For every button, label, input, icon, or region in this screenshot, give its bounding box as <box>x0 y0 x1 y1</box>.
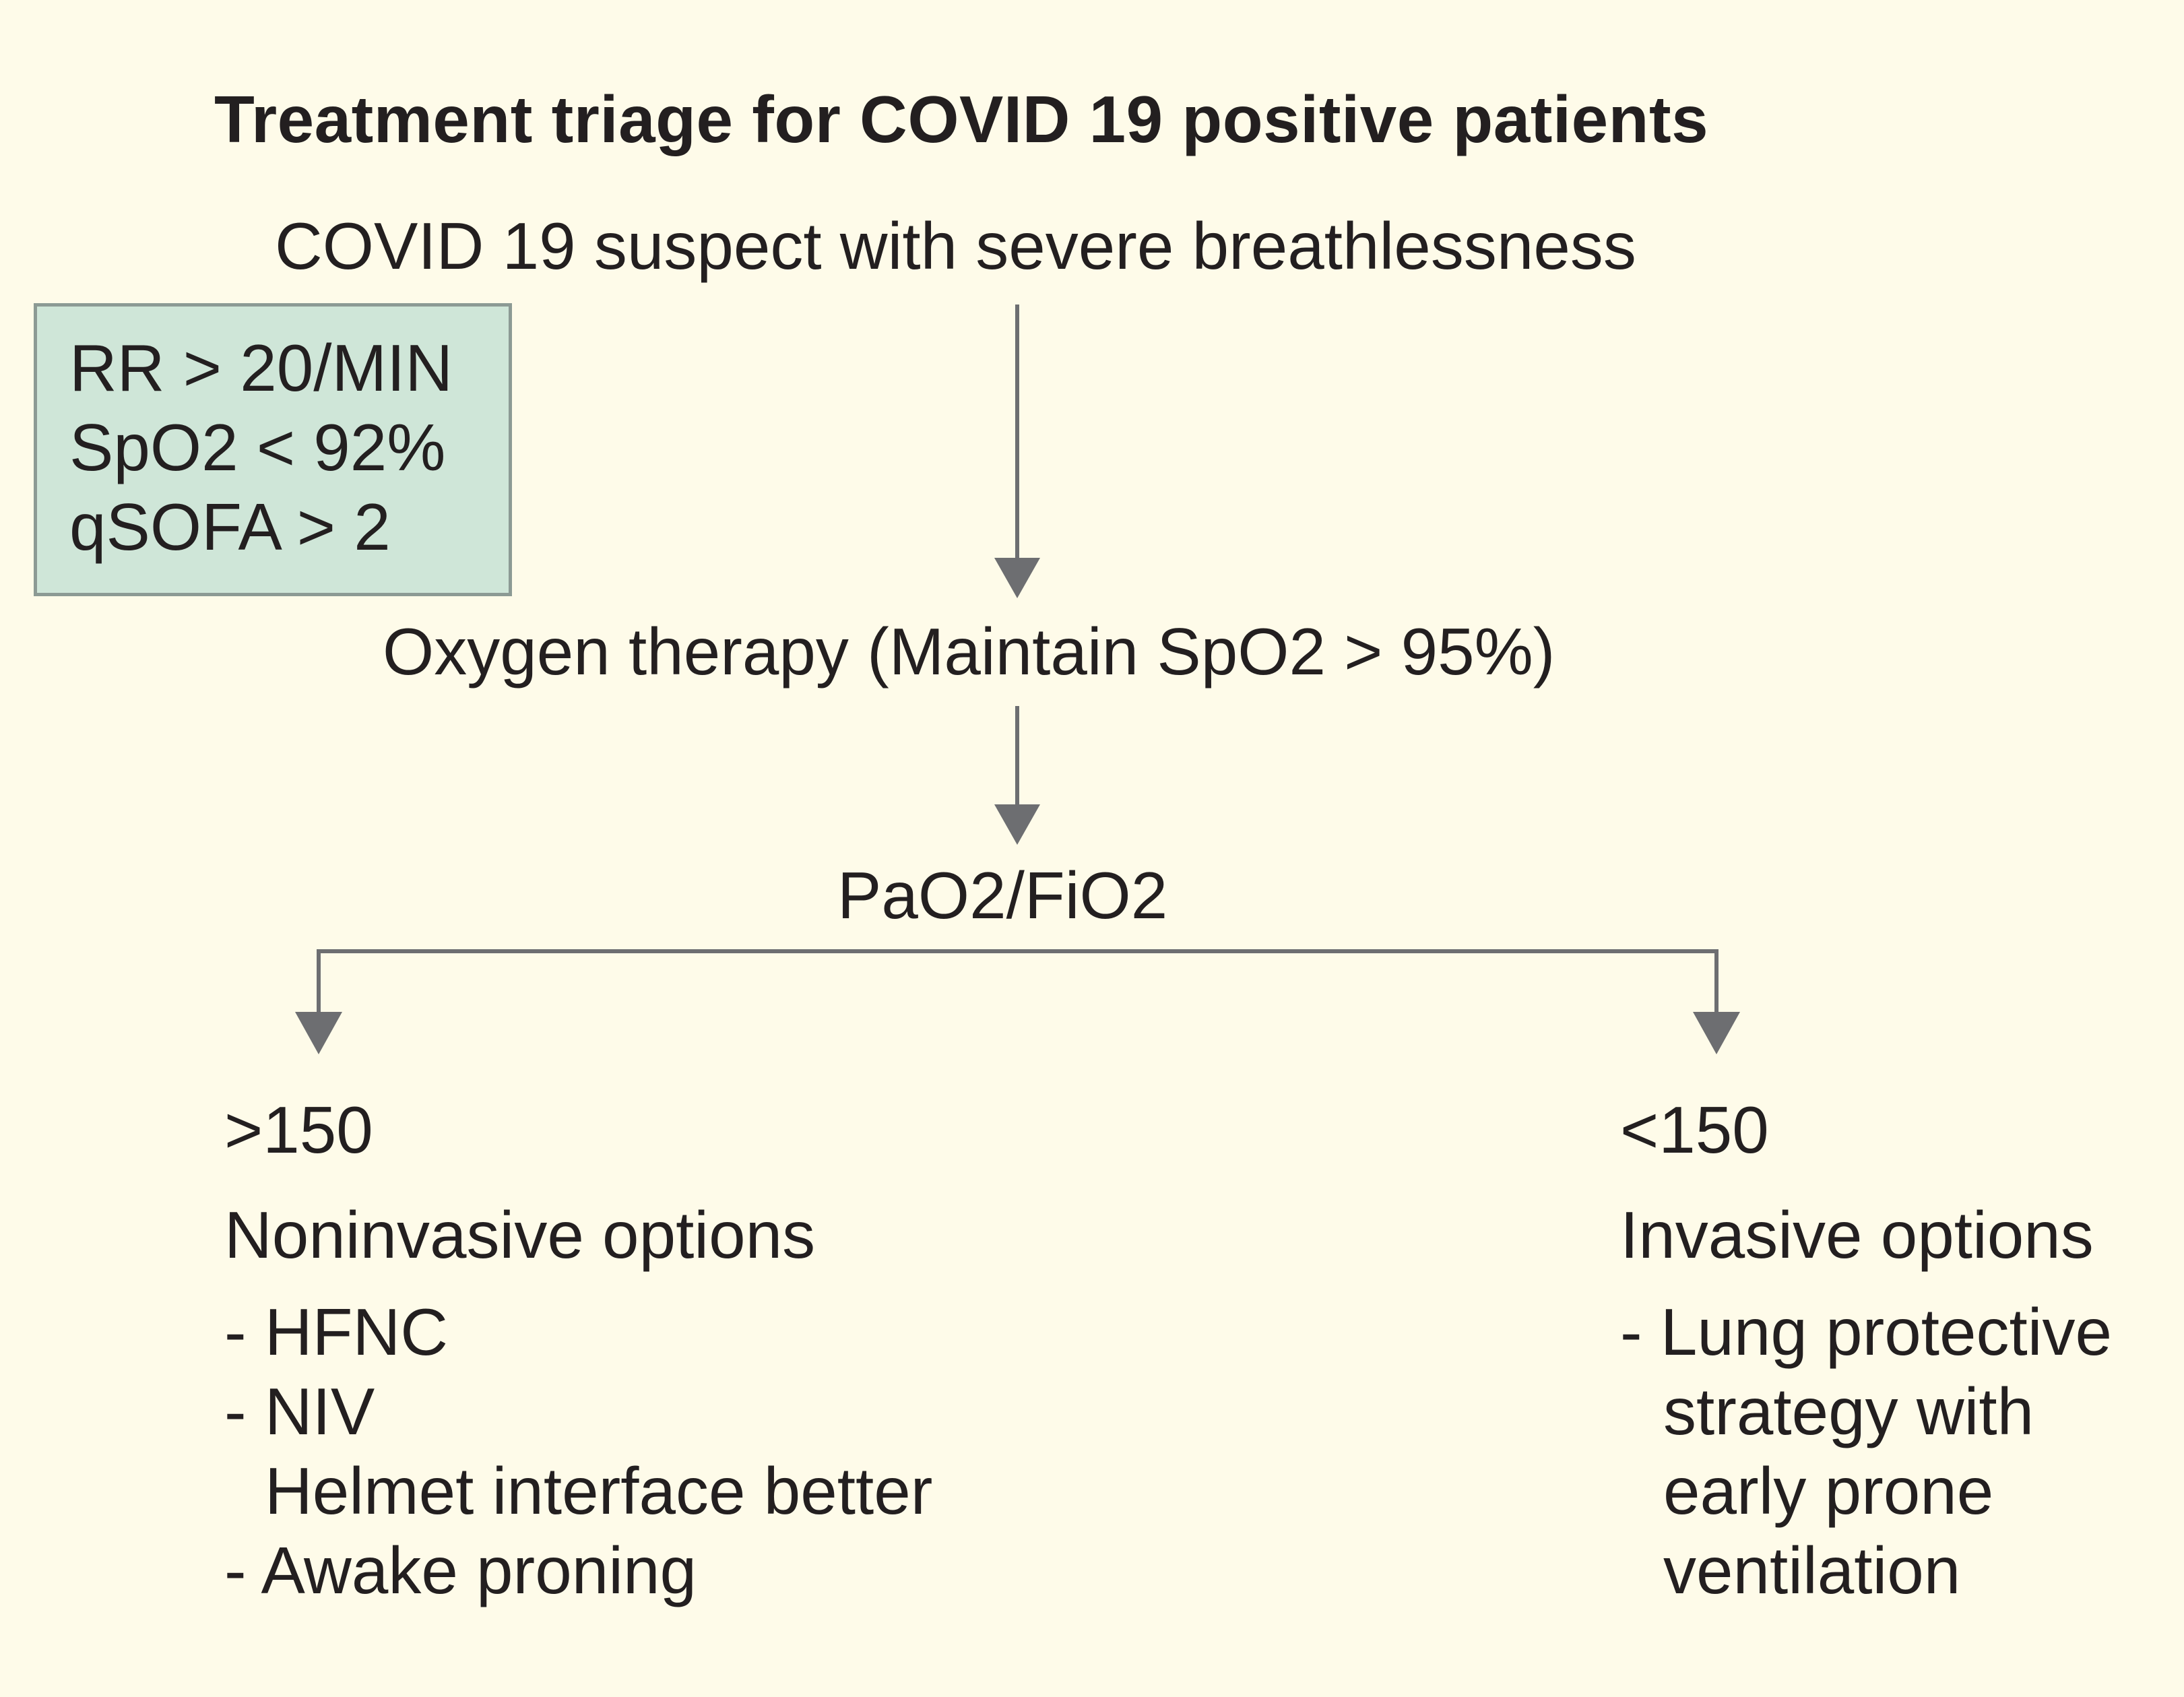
left-option-hfnc: - HFNC <box>224 1295 449 1369</box>
arrowhead-ratio <box>994 804 1040 845</box>
left-heading: Noninvasive options <box>224 1198 816 1272</box>
right-heading: Invasive options <box>1620 1198 2094 1272</box>
branch-connector <box>317 949 1719 1016</box>
left-option-proning: - Awake proning <box>224 1533 697 1607</box>
left-threshold: >150 <box>224 1093 373 1167</box>
criteria-rr: RR > 20/MIN <box>69 331 453 405</box>
right-option-line-4: ventilation <box>1663 1533 1961 1607</box>
pao2-fio2-node: PaO2/FiO2 <box>837 858 1168 932</box>
left-option-niv: - NIV <box>224 1374 375 1448</box>
arrowhead-oxygen <box>994 558 1040 598</box>
arrowhead-right-branch <box>1693 1012 1740 1054</box>
criteria-qsofa: qSOFA > 2 <box>69 490 391 564</box>
left-option-niv-note: Helmet interface better <box>265 1454 933 1528</box>
criteria-spo2: SpO2 < 92% <box>69 410 446 484</box>
criteria-box: RR > 20/MIN SpO2 < 92% qSOFA > 2 <box>34 303 512 596</box>
arrowhead-left-branch <box>295 1012 342 1054</box>
right-option-line-3: early prone <box>1663 1454 1994 1528</box>
right-threshold: <150 <box>1620 1093 1769 1167</box>
oxygen-therapy-node: Oxygen therapy (Maintain SpO2 > 95%) <box>383 614 1555 689</box>
diagram-title: Treatment triage for COVID 19 positive p… <box>214 82 1709 156</box>
start-node: COVID 19 suspect with severe breathlessn… <box>275 209 1636 283</box>
right-option-line-1: - Lung protective <box>1620 1295 2112 1369</box>
right-option-line-2: strategy with <box>1663 1374 2034 1448</box>
